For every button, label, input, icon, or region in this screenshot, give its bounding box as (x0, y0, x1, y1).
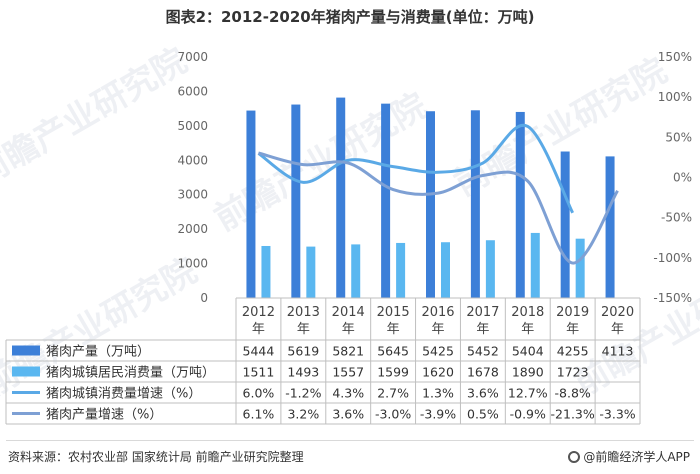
chart-svg: 0 1000 2000 3000 4000 5000 6000 7000 -150% -100% -… (5, 50, 692, 425)
right-axis-tick-label: 150% (658, 50, 692, 64)
right-axis-tick-label: -50% (661, 211, 692, 225)
left-axis-tick-label: 1000 (177, 257, 208, 271)
data-label: 5404 (512, 344, 544, 359)
left-axis-tick-label: 0 (200, 291, 208, 305)
legend-entry: 猪肉城镇居民消费量（万吨） (46, 366, 215, 381)
data-label: -0.9% (510, 407, 546, 422)
data-label: -3.9% (420, 407, 456, 422)
bar-production (605, 156, 615, 298)
bar-production (336, 97, 346, 299)
data-label: 4255 (557, 344, 589, 359)
x-tick-label-unit: 年 (252, 322, 265, 337)
x-tick-label-year: 2018 (511, 305, 544, 320)
data-label: 1620 (422, 365, 454, 380)
x-tick-label-year: 2014 (332, 305, 365, 320)
right-axis-tick-label: 100% (658, 90, 692, 104)
bar-consumption (530, 232, 540, 298)
data-label: 3.6% (332, 407, 364, 422)
data-label: 5619 (287, 344, 319, 359)
data-label: 4.3% (332, 386, 364, 401)
data-label: -3.3% (599, 407, 635, 422)
data-label: 0.5% (467, 407, 499, 422)
right-axis-tick-label: -100% (653, 251, 692, 265)
data-label: 2.7% (377, 386, 409, 401)
x-tick-label-year: 2015 (377, 305, 410, 320)
left-axis-tick-label: 6000 (177, 84, 208, 98)
x-tick-label-year: 2019 (556, 305, 589, 320)
x-tick-label-year: 2020 (601, 305, 634, 320)
x-tick-label-year: 2016 (421, 305, 454, 320)
bar-production (381, 103, 391, 298)
data-label: -8.8% (555, 386, 591, 401)
data-label: 1599 (377, 365, 409, 380)
data-label: 1511 (243, 365, 275, 380)
data-label: 3.2% (287, 407, 319, 422)
data-label: 6.0% (243, 386, 275, 401)
x-tick-label-unit: 年 (476, 322, 489, 337)
bar-consumption (396, 242, 406, 298)
data-label: -3.0% (375, 407, 411, 422)
left-axis-tick-label: 7000 (177, 50, 208, 64)
bar-consumption (351, 244, 361, 298)
brand-logo-icon (568, 451, 581, 463)
x-tick-label-unit: 年 (566, 322, 579, 337)
data-label: 5425 (422, 344, 454, 359)
bar-production (560, 151, 570, 298)
legend-key-bar (12, 366, 40, 377)
data-label: 5444 (243, 344, 275, 359)
bar-consumption (485, 240, 495, 298)
bar-consumption (261, 245, 271, 298)
bar-production (470, 110, 480, 298)
line-consumption-growth (257, 123, 575, 214)
x-tick-label-unit: 年 (387, 322, 400, 337)
bar-production (515, 111, 525, 298)
data-label: 6.1% (243, 407, 275, 422)
data-label: 12.7% (508, 386, 548, 401)
brand-label: @前瞻经济学人APP (568, 448, 690, 465)
data-label: 1678 (467, 365, 499, 380)
x-tick-label-unit: 年 (431, 322, 444, 337)
legend-key-bar (12, 345, 40, 356)
data-label: 1890 (512, 365, 544, 380)
left-axis-tick-label: 2000 (177, 222, 208, 236)
data-label: 1493 (287, 365, 319, 380)
data-label: 5645 (377, 344, 409, 359)
data-label: 5821 (332, 344, 364, 359)
right-axis-tick-label: 50% (665, 130, 692, 144)
line-production-growth (258, 151, 619, 265)
bar-production (246, 110, 256, 298)
data-label: 4113 (602, 344, 634, 359)
data-label: 1723 (557, 365, 589, 380)
right-axis-tick-label: 0% (673, 171, 692, 185)
bar-consumption (441, 242, 450, 298)
x-tick-label-year: 2012 (242, 305, 275, 320)
left-axis-tick-label: 5000 (177, 119, 208, 133)
right-axis-tick-label: -150% (653, 291, 692, 305)
legend-entry: 猪肉城镇消费量增速（%） (46, 387, 201, 402)
x-tick-label-year: 2017 (466, 305, 499, 320)
data-label: -21.3% (551, 407, 595, 422)
left-axis-tick-label: 3000 (177, 188, 208, 202)
x-tick-label-unit: 年 (342, 322, 355, 337)
left-axis-tick-label: 4000 (177, 153, 208, 167)
bar-production (426, 111, 435, 298)
data-label: 1.3% (422, 386, 454, 401)
bar-consumption (575, 238, 585, 298)
brand-text: @前瞻经济学人APP (583, 450, 690, 464)
source-note: 资料来源：农村农业部 国家统计局 前瞻产业研究院整理 (8, 450, 304, 464)
x-tick-label-unit: 年 (611, 322, 624, 337)
bar-consumption (306, 246, 316, 298)
legend-entry: 猪肉产量增速（%） (46, 408, 162, 423)
x-tick-label-year: 2013 (287, 305, 320, 320)
data-label: 5452 (467, 344, 499, 359)
bar-production (291, 104, 301, 298)
data-label: 1557 (332, 365, 364, 380)
x-tick-label-unit: 年 (521, 322, 534, 337)
legend-entry: 猪肉产量（万吨） (46, 345, 150, 360)
chart-title: 图表2：2012-2020年猪肉产量与消费量(单位：万吨) (165, 8, 535, 26)
footer-divider (6, 440, 694, 441)
data-label: 3.6% (467, 386, 499, 401)
x-tick-label-unit: 年 (297, 322, 310, 337)
data-label: -1.2% (285, 386, 321, 401)
